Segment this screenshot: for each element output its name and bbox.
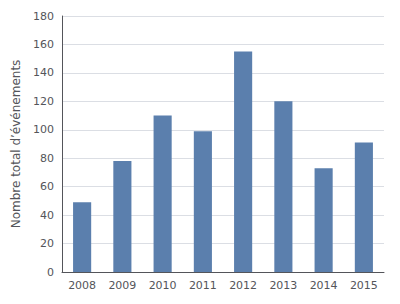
svg-text:80: 80: [40, 152, 54, 165]
svg-text:2009: 2009: [108, 279, 136, 292]
svg-text:0: 0: [47, 266, 54, 279]
svg-text:160: 160: [33, 38, 54, 51]
svg-text:Nombre total d’événements: Nombre total d’événements: [9, 60, 23, 229]
svg-text:2015: 2015: [350, 279, 378, 292]
svg-text:2011: 2011: [189, 279, 217, 292]
svg-text:2008: 2008: [68, 279, 96, 292]
svg-text:20: 20: [40, 237, 54, 250]
svg-text:40: 40: [40, 209, 54, 222]
svg-text:2010: 2010: [149, 279, 177, 292]
svg-text:60: 60: [40, 180, 54, 193]
svg-text:2014: 2014: [310, 279, 338, 292]
svg-text:100: 100: [33, 123, 54, 136]
svg-text:140: 140: [33, 66, 54, 79]
svg-text:2013: 2013: [269, 279, 297, 292]
svg-text:180: 180: [33, 10, 54, 23]
svg-text:2012: 2012: [229, 279, 257, 292]
svg-text:120: 120: [33, 95, 54, 108]
